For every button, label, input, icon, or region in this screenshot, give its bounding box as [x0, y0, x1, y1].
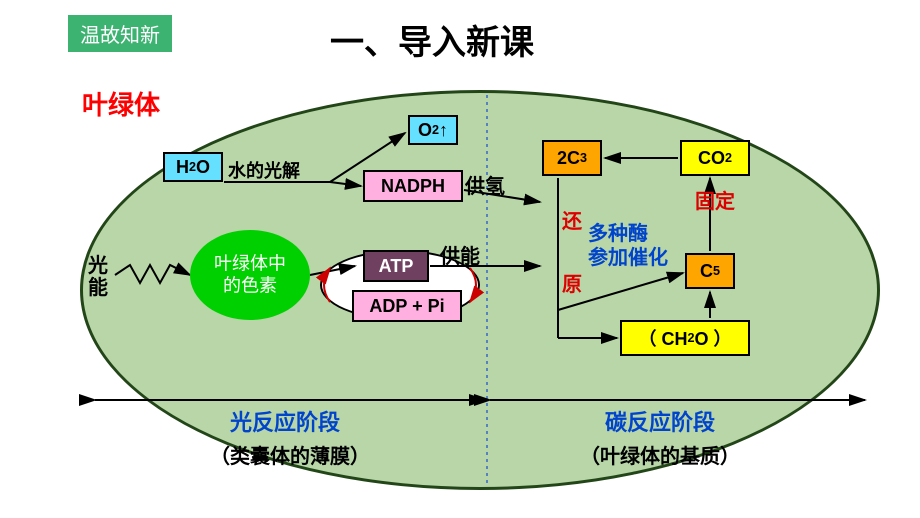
fixation-label: 固定 [695, 185, 735, 214]
photolysis-label: 水的光解 [228, 157, 300, 183]
co2-box: CO2 [680, 140, 750, 176]
reduction2-label: 原 [562, 268, 582, 297]
page-title: 一、导入新课 [330, 15, 534, 64]
adp-box: ADP + Pi [352, 290, 462, 322]
supply-e-label: 供能 [440, 240, 480, 269]
light-energy-label: 光 能 [88, 255, 108, 299]
o2-box: O2↑ [408, 115, 458, 145]
c5-box: C5 [685, 253, 735, 289]
nadph-box: NADPH [363, 170, 463, 202]
h2o-box: H2O [163, 152, 223, 182]
reduction1-label: 还 [562, 205, 582, 234]
atp-box: ATP [363, 250, 429, 282]
review-badge: 温故知新 [68, 15, 172, 52]
pigment-label: 叶绿体中 的色素 [190, 253, 310, 296]
thylakoid-loc-label: （类囊体的薄膜） [210, 440, 370, 469]
pigment-ellipse: 叶绿体中 的色素 [190, 230, 310, 320]
ch2o-box: （ CH2O ） [620, 320, 750, 356]
light-stage-label: 光反应阶段 [230, 405, 340, 437]
stroma-loc-label: （叶绿体的基质） [580, 440, 740, 469]
carbon-stage-label: 碳反应阶段 [605, 405, 715, 437]
enzymes-label: 多种酶 参加催化 [588, 222, 668, 270]
c3-box: 2C3 [542, 140, 602, 176]
supply-h-label: 供氢 [465, 170, 505, 199]
chloroplast-label: 叶绿体 [82, 85, 160, 122]
